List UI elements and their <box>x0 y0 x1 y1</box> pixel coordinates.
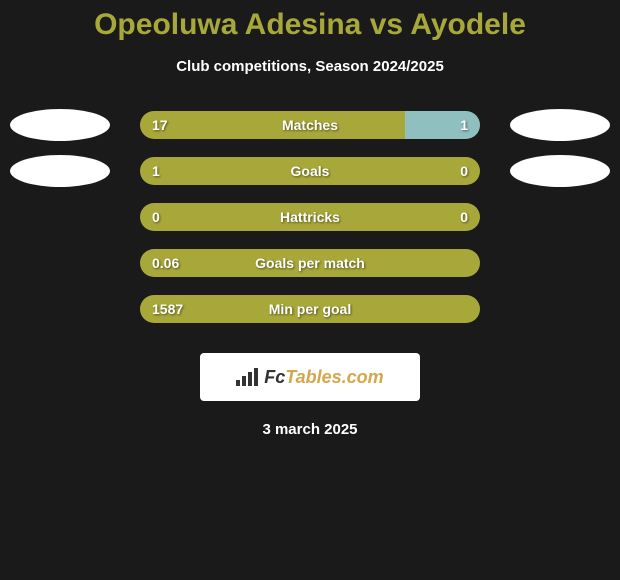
player-marker-right <box>510 155 610 187</box>
stat-bar: 0 Hattricks 0 <box>140 203 480 231</box>
stat-row: 17 Matches 1 <box>0 111 620 139</box>
stat-row: 0.06 Goals per match <box>0 249 620 277</box>
stat-value-left: 17 <box>152 117 168 133</box>
stat-bar: 17 Matches 1 <box>140 111 480 139</box>
stat-bar: 1 Goals 0 <box>140 157 480 185</box>
comparison-container: Opeoluwa Adesina vs Ayodele Club competi… <box>0 0 620 580</box>
stat-value-right: 0 <box>460 163 468 179</box>
player-marker-left <box>10 155 110 187</box>
stat-row: 1 Goals 0 <box>0 157 620 185</box>
stat-label: Goals per match <box>255 255 365 271</box>
logo-content: FcTables.com <box>236 367 383 388</box>
stat-value-left: 0.06 <box>152 255 179 271</box>
stat-row: 0 Hattricks 0 <box>0 203 620 231</box>
stat-value-right: 0 <box>460 209 468 225</box>
stat-bar: 0.06 Goals per match <box>140 249 480 277</box>
stat-bar-content: 17 Matches 1 <box>140 111 480 139</box>
chart-bars-icon <box>236 368 258 386</box>
stat-value-left: 0 <box>152 209 160 225</box>
stat-bar: 1587 Min per goal <box>140 295 480 323</box>
page-title: Opeoluwa Adesina vs Ayodele <box>94 8 526 42</box>
stat-label: Goals <box>291 163 330 179</box>
stat-value-left: 1 <box>152 163 160 179</box>
stat-row: 1587 Min per goal <box>0 295 620 323</box>
date-label: 3 march 2025 <box>262 421 357 438</box>
logo-text-part1: Fc <box>264 367 285 387</box>
logo-text-part2: Tables.com <box>285 367 383 387</box>
stat-bar-content: 1 Goals 0 <box>140 157 480 185</box>
stat-value-right: 1 <box>460 117 468 133</box>
logo-box[interactable]: FcTables.com <box>200 353 420 401</box>
page-subtitle: Club competitions, Season 2024/2025 <box>176 58 444 75</box>
player-marker-right <box>510 109 610 141</box>
stat-bar-content: 0.06 Goals per match <box>140 249 480 277</box>
stats-area: 17 Matches 1 1 Goals 0 0 Hattricks 0 0.06 Goals pe… <box>0 111 620 341</box>
stat-label: Matches <box>282 117 338 133</box>
stat-bar-content: 1587 Min per goal <box>140 295 480 323</box>
player-marker-left <box>10 109 110 141</box>
stat-bar-content: 0 Hattricks 0 <box>140 203 480 231</box>
stat-label: Hattricks <box>280 209 340 225</box>
stat-value-left: 1587 <box>152 301 183 317</box>
stat-label: Min per goal <box>269 301 351 317</box>
